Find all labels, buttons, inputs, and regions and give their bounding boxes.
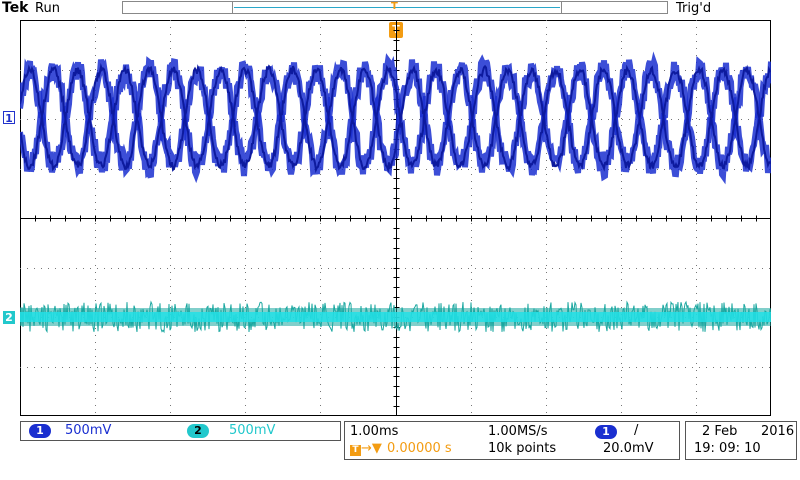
- ch1-waveform: [20, 51, 771, 185]
- waveform-graticule: [20, 20, 771, 416]
- channel-scale-panel: 1 500mV 2 500mV: [20, 421, 341, 441]
- time: 19: 09: 10: [694, 441, 761, 456]
- datetime-panel: 2 Feb 2016 19: 09: 10: [685, 421, 797, 460]
- ch1-trace-core-a: [20, 62, 771, 174]
- ch2-trace-core: [20, 312, 771, 322]
- ch2-waveform: [20, 300, 771, 334]
- record-view-line: [234, 7, 560, 8]
- trigger-position-icon: T: [391, 1, 398, 12]
- ch2-badge[interactable]: 2: [187, 424, 209, 438]
- ch1-trace-core-b: [20, 64, 771, 174]
- ch2-ground-marker[interactable]: 2: [3, 311, 15, 324]
- ch1-ground-marker[interactable]: 1: [3, 111, 15, 125]
- ch1-badge[interactable]: 1: [29, 424, 51, 438]
- trigger-status: Trig'd: [676, 1, 712, 16]
- trigger-position-arrow-icon: T →▼: [350, 441, 382, 456]
- brand-logo: Tek: [2, 0, 29, 16]
- ch1-scale[interactable]: 500mV: [65, 423, 112, 438]
- horizontal-scale[interactable]: 1.00ms: [350, 424, 399, 439]
- date-year: 2016: [761, 424, 795, 439]
- trigger-position[interactable]: 0.00000 s: [387, 441, 452, 456]
- acquisition-state: Run: [35, 1, 60, 16]
- graticule-grid: [20, 20, 771, 416]
- timebase-panel: 1.00ms 1.00MS/s 1 / T →▼ 0.00000 s 10k po…: [344, 421, 680, 460]
- trigger-t-icon: T: [350, 445, 361, 456]
- trigger-source-badge[interactable]: 1: [595, 425, 617, 439]
- ch2-scale[interactable]: 500mV: [229, 423, 276, 438]
- record-view-window[interactable]: [232, 1, 562, 14]
- rising-edge-icon: /: [634, 423, 639, 438]
- date-day: 2 Feb: [702, 424, 738, 439]
- trigger-level[interactable]: 20.0mV: [603, 441, 654, 456]
- ch1-trace-b: [20, 51, 771, 185]
- sample-rate: 1.00MS/s: [488, 424, 548, 439]
- record-length[interactable]: 10k points: [488, 441, 557, 456]
